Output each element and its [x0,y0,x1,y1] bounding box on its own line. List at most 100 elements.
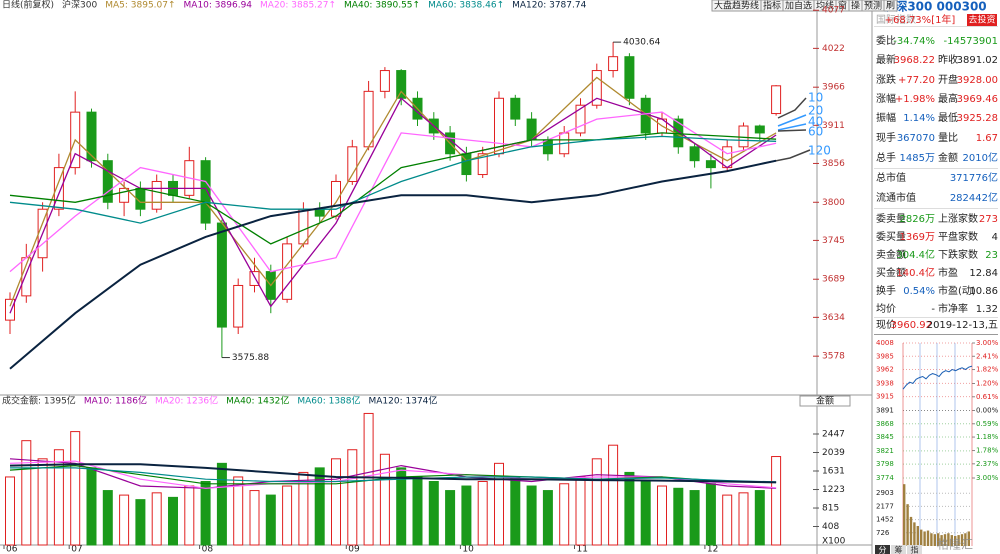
annotation: 3575.88 [232,353,269,363]
volume-bar [86,467,97,546]
volume-bar [428,480,439,546]
toolbar-button-label[interactable]: 指标 [763,0,781,12]
y-tick-label: 3774 [876,474,894,482]
y-tick-label: 1452 [876,516,894,524]
ma-line [9,159,777,370]
ma-line [9,76,777,307]
invest-button-label[interactable]: 去投资 [968,14,995,26]
intraday-volume-bar [933,534,936,546]
volume-bar [331,458,341,546]
quote-label: 涨跌 [876,73,896,86]
tab-label[interactable]: 分 [879,546,887,554]
y-tick-label: 3966 [822,83,845,93]
invest-button[interactable] [967,14,997,26]
volume-bar [754,490,765,546]
toolbar-button-label[interactable]: 预测 [864,1,882,12]
toolbar-button-label[interactable]: 加自选 [785,0,812,12]
legend-item: MA60: 1388亿 [297,395,360,407]
y-tick-label: 3689 [822,275,845,285]
index-label: 国际指数 [876,13,916,26]
quote-value: 3969.46 [957,94,998,105]
volume-bar [216,462,227,546]
candle-body [591,70,602,106]
intraday-line [902,365,973,390]
y-tick-label: 2447 [822,429,845,439]
legend-item: MA40: 3890.55↑ [344,1,420,11]
index-change: +68.73%[1年] [885,13,956,26]
volume-bar [363,412,374,546]
quote-label: 市净率 [938,302,968,315]
tab-label[interactable]: 筹 [895,545,903,554]
y-tick-label: 3856 [822,159,845,169]
arrow [777,123,807,131]
volume-ma-line [10,467,777,483]
volume-bar [347,449,358,546]
tab-label[interactable]: 指 [911,545,919,554]
x-tick-label: 10 [462,545,474,554]
watermark: 格隆汇 [937,537,973,552]
volume-bar [298,471,309,546]
amount-button[interactable] [799,395,851,407]
x-tick-label: 11 [577,545,588,554]
y-tick-label: 3985 [876,352,894,360]
candle-body [86,111,97,162]
ma-tag: 20 [808,104,823,118]
quote-value: 3925.28 [957,113,998,124]
intraday-volume-bar [957,535,960,546]
legend-item: MA120: 1374亿 [369,395,438,407]
toolbar-button-label[interactable]: 操 [851,0,860,12]
quote-label: 振幅 [876,111,896,124]
toolbar-button[interactable] [883,0,898,12]
volume-bar [705,483,716,546]
amount-button-label[interactable]: 金额 [816,395,834,407]
toolbar-button-label[interactable]: 大盘趋势线 [714,0,759,12]
volume-bar [738,492,749,546]
volume-bar [200,480,211,546]
candle-body [363,90,374,148]
candle-body [754,125,765,134]
y-tick-label: 726 [876,529,890,537]
candle-body [379,70,390,92]
y-tick-label: 815 [822,504,839,514]
quote-value: 2010亿 [963,151,998,164]
annotation: 4030.64 [623,38,660,48]
candle-body [282,243,293,300]
intraday-volume-bar [926,530,930,546]
quote-label: 均价 [876,303,896,315]
volume-bar [184,485,195,546]
toolbar-button-label[interactable]: 窗 [838,0,847,12]
intraday-volume-bar [909,516,913,546]
candle-body [624,56,635,99]
volume-bar [689,490,700,546]
legend-item: 沪深300 [62,0,97,11]
toolbar-button-label[interactable]: 刷 [886,1,895,12]
volume-bar [168,496,178,546]
tab[interactable] [891,545,906,554]
volume-bar [233,476,244,546]
volume-bar [5,476,15,546]
volume-bar [21,440,32,546]
y-tick-label: 2177 [876,502,894,510]
volume-bar [282,485,293,546]
legend-item: MA5: 3895.07↑ [105,1,175,11]
quote-value: 282442亿 [950,191,998,204]
y-tick-label: 3821 [876,447,894,455]
volume-bar [771,456,782,546]
volume-bar [53,449,64,546]
tab[interactable] [907,545,922,554]
price-label: 现价 [876,319,896,331]
y2-tick-label: 1.78% [976,447,999,455]
candle-body [53,167,64,210]
tab[interactable] [875,545,890,554]
y2-tick-label: 3.00% [976,339,999,347]
volume-bar [575,476,586,546]
quote-value: 371776亿 [950,171,998,184]
toolbar-button-label[interactable]: 均线 [816,0,834,12]
volume-bar [657,485,667,546]
quote-label: 最高 [938,92,958,105]
quote-label: 涨幅 [876,92,896,105]
quote-label: 金额 [938,151,958,164]
y2-tick-label: 0.00% [976,407,999,415]
quote-label: 市盈 [938,266,958,279]
